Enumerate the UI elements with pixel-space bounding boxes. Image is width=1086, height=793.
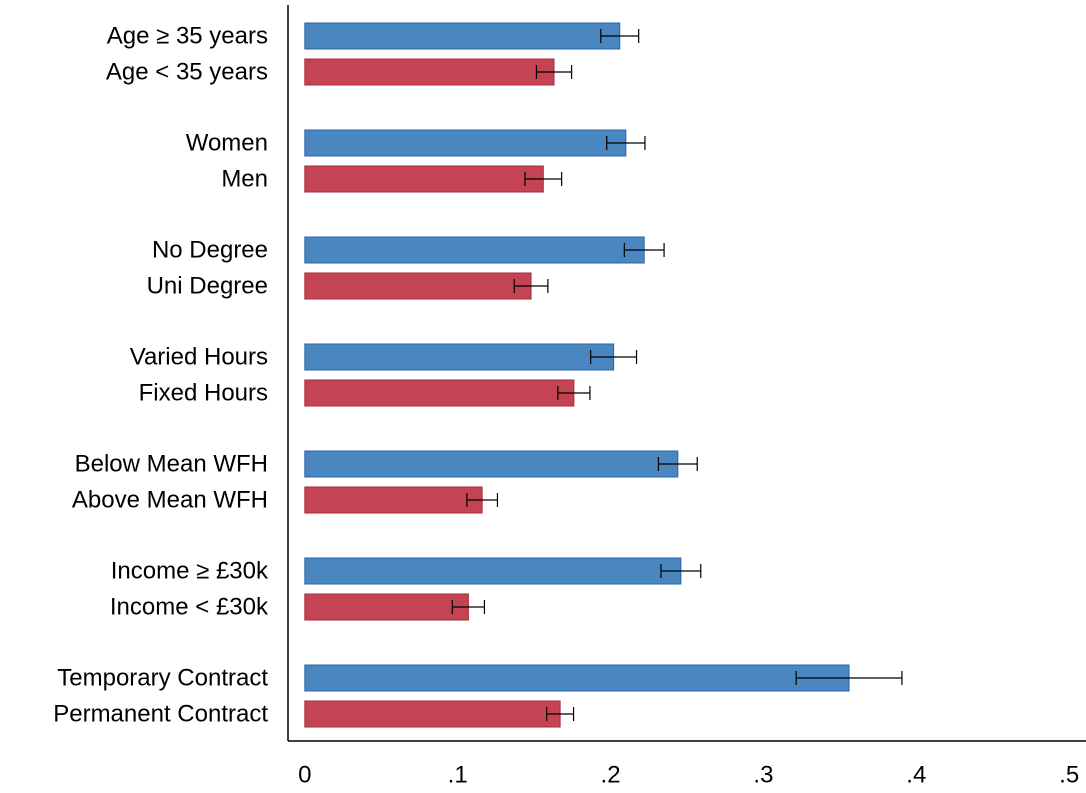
- y-tick-label: Permanent Contract: [53, 700, 268, 727]
- bar: [304, 557, 682, 585]
- bar: [304, 379, 575, 407]
- x-tick-label: .3: [753, 761, 773, 788]
- x-tick-label: .4: [906, 761, 926, 788]
- y-tick-label: Fixed Hours: [139, 379, 268, 406]
- y-tick-label: Temporary Contract: [57, 664, 268, 691]
- x-tick-label: .1: [448, 761, 468, 788]
- bar: [304, 700, 561, 728]
- bar: [304, 486, 483, 514]
- y-tick-label: Uni Degree: [147, 272, 268, 299]
- bar: [304, 450, 679, 478]
- y-tick-label: No Degree: [152, 236, 268, 263]
- y-tick-label: Income ≥ £30k: [111, 557, 269, 584]
- bar: [304, 343, 615, 371]
- bar: [304, 165, 544, 193]
- y-tick-label: Varied Hours: [130, 343, 268, 370]
- bar: [304, 593, 469, 621]
- y-tick-label: Above Mean WFH: [72, 486, 268, 513]
- y-tick-label: Age ≥ 35 years: [107, 22, 268, 49]
- bar: [304, 22, 621, 50]
- bar: [304, 129, 627, 157]
- x-tick-label: 0: [298, 761, 311, 788]
- y-tick-label: Women: [186, 129, 268, 156]
- y-tick-label: Men: [221, 165, 268, 192]
- x-tick-label: .5: [1059, 761, 1079, 788]
- bar: [304, 58, 555, 86]
- y-tick-label: Income < £30k: [110, 593, 269, 620]
- y-tick-label: Below Mean WFH: [75, 450, 268, 477]
- bar: [304, 236, 645, 264]
- y-tick-label: Age < 35 years: [106, 58, 268, 85]
- x-tick-label: .2: [601, 761, 621, 788]
- bar: [304, 272, 532, 300]
- bar: [304, 664, 850, 692]
